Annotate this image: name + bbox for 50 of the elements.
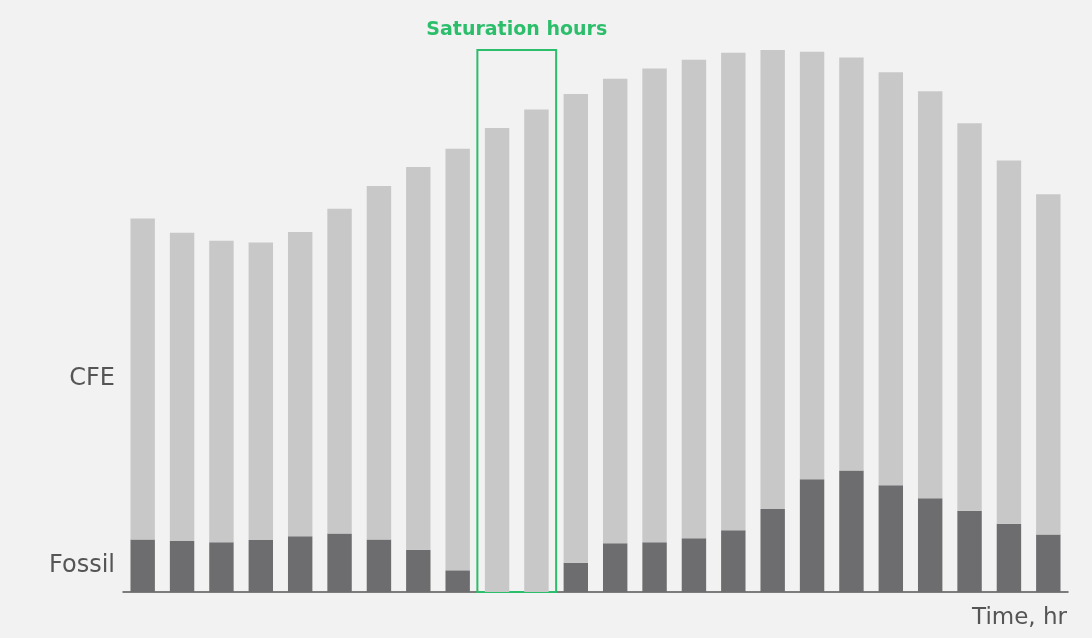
bar [327,208,352,534]
bar [169,232,195,542]
bar [878,72,904,486]
bar [996,523,1022,592]
bar [878,485,904,592]
bar [917,91,943,499]
bar [760,50,785,510]
bar [957,510,982,592]
bar [366,539,392,592]
bar [327,533,352,592]
bar [681,538,707,592]
bar [130,218,155,540]
bar [602,543,628,592]
bar [209,240,234,543]
bar [563,93,589,563]
bar [130,539,155,592]
bar [681,59,707,539]
bar [642,542,667,592]
bar [287,536,313,592]
bar [445,570,470,592]
bar [917,498,943,592]
bar [839,470,864,592]
bar [209,542,234,592]
bar [484,128,510,592]
text: Saturation hours [426,16,608,39]
bar [563,562,589,592]
bar [524,109,549,592]
series-label: CFE [69,362,116,391]
x-axis-title: Time, hr [971,602,1068,629]
bar [760,509,785,592]
bar [1036,194,1061,535]
bar [642,68,667,543]
bar [839,57,864,471]
bar [957,123,982,511]
bar [248,539,274,592]
bar [366,186,392,540]
bar [445,148,470,571]
bar [169,541,195,592]
bar [602,78,628,544]
bar [287,232,313,537]
bar [721,52,746,531]
bar [248,242,274,540]
bar [721,530,746,592]
bar [406,549,431,592]
series-label: Fossil [49,549,116,578]
bar [799,51,825,480]
bar [799,479,825,592]
bar [406,167,431,550]
bar [1036,534,1061,592]
bar [996,160,1022,524]
